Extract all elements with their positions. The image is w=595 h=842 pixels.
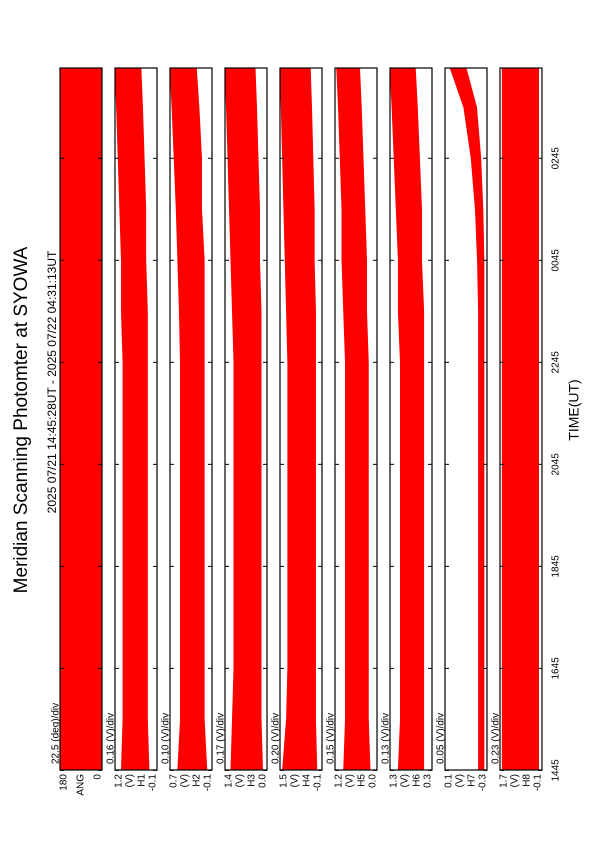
scale-label: 0.23 (V)/div xyxy=(491,713,502,764)
panel-name: H8 xyxy=(522,774,533,787)
scale-label: 0.16 (V)/div xyxy=(106,713,117,764)
x-tick-label: 0245 xyxy=(551,147,562,170)
panel-name: H5 xyxy=(357,774,368,787)
x-tick-label: 2045 xyxy=(551,453,562,476)
y-tick-label: 1.2 xyxy=(334,774,345,788)
y-tick-label: 0.0 xyxy=(368,774,379,788)
data-band xyxy=(224,67,264,771)
panel-frame xyxy=(499,67,543,771)
scale-label: 22.5 (deg)/div xyxy=(51,703,62,764)
x-tick-label: 1645 xyxy=(551,657,562,680)
chart-title: Meridian Scanning Photomter at SYOWA xyxy=(11,246,32,593)
scale-label: 0.10 (V)/div xyxy=(161,713,172,764)
data-band xyxy=(449,67,485,771)
x-axis-label: TIME(UT) xyxy=(566,379,582,440)
y-tick-label: -0.1 xyxy=(148,774,159,792)
chart-subtitle: 2025 07/21 14:45:28UT - 2025 07/22 04:31… xyxy=(45,250,59,513)
scale-label: 0.13 (V)/div xyxy=(381,713,392,764)
y-tick-label: 1.3 xyxy=(389,774,400,788)
data-band xyxy=(59,67,103,771)
data-band xyxy=(501,67,539,771)
y-tick-label: 180 xyxy=(59,774,70,791)
panel-frame xyxy=(59,67,103,771)
y-unit: (V) xyxy=(180,774,191,787)
y-unit: (V) xyxy=(235,774,246,787)
y-tick-label: -0.1 xyxy=(533,774,544,792)
panel-name: H2 xyxy=(192,774,203,787)
scale-label: 0.17 (V)/div xyxy=(216,713,227,764)
y-unit: (V) xyxy=(125,774,136,787)
x-tick-label: 0045 xyxy=(551,249,562,272)
panel-name: H7 xyxy=(467,774,478,787)
x-tick-label: 2245 xyxy=(551,351,562,374)
y-tick-label: 0.3 xyxy=(423,774,434,788)
scale-label: 0.15 (V)/div xyxy=(326,713,337,764)
panel-frame xyxy=(444,67,488,771)
plot-area: Meridian Scanning Photomter at SYOWA 202… xyxy=(11,67,582,796)
y-tick-label: -0.3 xyxy=(478,774,489,792)
y-tick-label: 0.1 xyxy=(444,774,455,788)
y-unit: (V) xyxy=(510,774,521,787)
x-tick-label: 1845 xyxy=(551,555,562,578)
y-unit: (V) xyxy=(455,774,466,787)
x-tick-label: 1445 xyxy=(551,759,562,782)
y-unit: (V) xyxy=(400,774,411,787)
data-band xyxy=(169,67,208,771)
scale-label: 0.20 (V)/div xyxy=(271,713,282,764)
panel-frame xyxy=(279,67,323,771)
y-unit: (V) xyxy=(290,774,301,787)
y-tick-label: 0.0 xyxy=(258,774,269,788)
panel-frame xyxy=(389,67,433,771)
panel-name: ANG xyxy=(76,774,87,796)
y-tick-label: 0 xyxy=(93,774,104,780)
y-tick-label: 0.7 xyxy=(169,774,180,788)
panel-name: H3 xyxy=(247,774,258,787)
data-band xyxy=(114,67,150,771)
panel-frame xyxy=(169,67,213,771)
y-tick-label: -0.1 xyxy=(203,774,214,792)
y-unit: (V) xyxy=(345,774,356,787)
y-tick-label: -0.1 xyxy=(313,774,324,792)
y-tick-label: 1.5 xyxy=(279,774,290,788)
data-band xyxy=(279,67,318,771)
panel-name: H4 xyxy=(302,774,313,787)
y-tick-label: 1.7 xyxy=(499,774,510,788)
panel-name: H6 xyxy=(412,774,423,787)
y-tick-label: 1.4 xyxy=(224,774,235,788)
data-band xyxy=(336,67,371,771)
panel-frame xyxy=(114,67,158,771)
panel-frame xyxy=(334,67,378,771)
panel-name: H1 xyxy=(137,774,148,787)
panel-frame xyxy=(224,67,268,771)
y-tick-label: 1.2 xyxy=(114,774,125,788)
scale-label: 0.05 (V)/div xyxy=(436,713,447,764)
data-band xyxy=(389,67,425,771)
